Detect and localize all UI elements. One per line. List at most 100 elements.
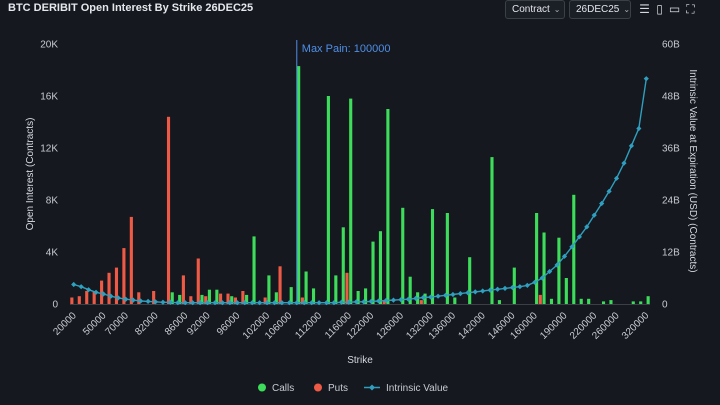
put-bar	[166, 116, 171, 304]
call-bar	[490, 157, 494, 304]
call-bar	[579, 298, 583, 304]
y2-tick-label: 48B	[662, 92, 680, 103]
call-bar	[497, 300, 501, 304]
call-bar	[453, 297, 457, 304]
put-bar	[196, 258, 200, 304]
call-bar	[423, 293, 427, 304]
put-bar	[278, 266, 282, 304]
call-bar	[408, 276, 412, 304]
put-bar	[114, 267, 119, 304]
metric-select[interactable]: Contract ⌄	[505, 0, 565, 19]
call-bar	[245, 294, 249, 304]
intrinsic-value-point	[584, 224, 590, 230]
put-bar	[189, 296, 193, 304]
call-bar	[267, 275, 271, 304]
call-bar	[557, 237, 561, 304]
menu-icon[interactable]: ☰	[639, 2, 650, 16]
intrinsic-value-point	[197, 300, 203, 306]
intrinsic-value-point	[323, 300, 330, 306]
intrinsic-value-point	[569, 244, 575, 250]
y-tick-label: 0	[52, 300, 58, 311]
intrinsic-value-point	[509, 284, 516, 291]
call-bar	[535, 213, 539, 304]
intrinsic-value-point	[643, 76, 649, 82]
x-tick-label: 126000	[375, 310, 407, 342]
intrinsic-value-point	[368, 298, 374, 304]
call-bar	[356, 291, 360, 304]
intrinsic-value-point	[606, 188, 612, 194]
y-tick-label: 8K	[46, 196, 59, 207]
intrinsic-value-point	[435, 293, 441, 299]
intrinsic-value-point	[242, 300, 248, 306]
call-bar	[304, 271, 308, 304]
intrinsic-value-point	[480, 288, 486, 294]
put-bar	[419, 300, 423, 304]
call-bar	[341, 227, 345, 304]
put-bar	[226, 293, 230, 304]
intrinsic-value-point	[383, 297, 389, 304]
call-bar	[512, 267, 516, 304]
intrinsic-value-point	[264, 300, 270, 306]
intrinsic-value-point	[160, 299, 166, 305]
call-bar	[542, 232, 546, 304]
expiry-select[interactable]: 26DEC25 ⌄	[569, 0, 631, 19]
intrinsic-value-point	[175, 300, 181, 306]
x-axis-title: Strike	[347, 355, 373, 366]
x-tick-label: 320000	[620, 310, 652, 342]
call-bar	[207, 289, 211, 304]
x-tick-label: 190000	[538, 310, 570, 342]
call-bar	[334, 275, 338, 304]
intrinsic-value-point	[398, 297, 404, 303]
intrinsic-value-point	[130, 297, 136, 303]
put-bar	[70, 297, 74, 304]
intrinsic-value-point	[547, 268, 553, 275]
intrinsic-value-point	[234, 300, 240, 306]
expand-icon[interactable]: ⛶	[686, 1, 695, 16]
book-icon[interactable]: ▯	[656, 2, 663, 16]
x-tick-label: 86000	[163, 310, 191, 338]
call-bar	[230, 296, 234, 304]
y2-tick-label: 24B	[662, 196, 680, 207]
intrinsic-value-point	[212, 300, 218, 306]
intrinsic-value-point	[309, 300, 315, 306]
put-bar	[181, 275, 185, 304]
call-bar	[311, 288, 316, 304]
call-bar	[572, 194, 576, 304]
x-tick-label: 70000	[103, 310, 131, 338]
y2-tick-label: 12B	[662, 248, 680, 259]
intrinsic-value-point	[257, 300, 263, 306]
intrinsic-value-point	[286, 300, 292, 306]
intrinsic-value-point	[338, 299, 345, 305]
settings-icon[interactable]: ▭	[668, 2, 681, 16]
intrinsic-value-point	[554, 262, 560, 268]
call-bar	[364, 288, 368, 304]
intrinsic-value-point	[138, 298, 144, 304]
y-tick-label: 20K	[40, 40, 58, 51]
put-bar	[100, 280, 104, 304]
call-bar	[401, 207, 405, 304]
intrinsic-value-point	[599, 200, 605, 207]
intrinsic-value-point	[576, 234, 582, 240]
intrinsic-value-point	[472, 289, 478, 295]
y2-tick-label: 0	[662, 300, 668, 311]
call-bar	[386, 109, 390, 304]
x-tick-label: 142000	[456, 310, 488, 342]
put-bar	[345, 272, 349, 304]
put-bar	[77, 296, 81, 304]
y2-tick-label: 36B	[662, 144, 680, 155]
intrinsic-value-point	[78, 284, 84, 290]
y-axis-title: Open Interest (Contracts)	[25, 118, 36, 231]
intrinsic-value-point	[182, 300, 188, 306]
intrinsic-value-point	[93, 289, 99, 295]
put-bar	[122, 248, 126, 304]
intrinsic-value-point	[457, 291, 463, 297]
intrinsic-value-point	[271, 300, 278, 306]
intrinsic-value-point	[100, 291, 107, 297]
call-bar	[252, 236, 256, 304]
intrinsic-value-point	[279, 300, 285, 306]
intrinsic-value-point	[346, 299, 352, 305]
intrinsic-value-point	[145, 298, 151, 304]
y-tick-label: 4K	[46, 248, 59, 259]
intrinsic-value-point	[450, 291, 456, 298]
intrinsic-value-point	[152, 299, 159, 305]
